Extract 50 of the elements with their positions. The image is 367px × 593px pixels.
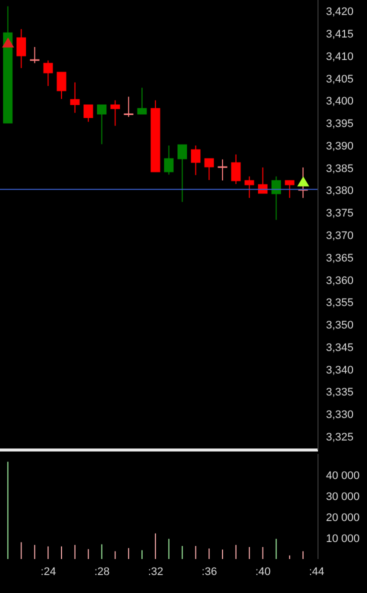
candlestick bbox=[70, 82, 80, 114]
y-tick-label: 3,355 bbox=[326, 297, 354, 310]
y-tick-label: 3,370 bbox=[326, 230, 354, 242]
x-tick-label: :32 bbox=[148, 566, 164, 578]
y-tick-label: 3,375 bbox=[326, 208, 354, 220]
candlestick bbox=[178, 144, 188, 202]
y-tick-label: 3,350 bbox=[326, 320, 354, 332]
candlestick bbox=[124, 96, 134, 118]
candlestick bbox=[190, 145, 200, 176]
candlestick bbox=[204, 158, 214, 180]
y-tick-label: 3,365 bbox=[326, 252, 354, 264]
x-tick-label: :44 bbox=[309, 566, 324, 578]
candlestick bbox=[16, 28, 26, 69]
y-tick-label: 20 000 bbox=[326, 512, 360, 524]
candlestick bbox=[164, 145, 174, 176]
x-tick-label: :36 bbox=[202, 566, 217, 578]
candlestick bbox=[271, 176, 281, 220]
y-tick-label: 3,340 bbox=[326, 364, 354, 376]
candlestick bbox=[56, 72, 66, 100]
candlestick bbox=[218, 158, 228, 181]
y-tick-label: 3,420 bbox=[326, 6, 354, 18]
candlestick bbox=[258, 166, 268, 194]
candlestick bbox=[43, 60, 53, 86]
candlestick bbox=[110, 100, 120, 126]
y-tick-label: 40 000 bbox=[326, 470, 360, 482]
candlestick bbox=[231, 154, 241, 185]
y-tick-label: 3,325 bbox=[326, 431, 354, 444]
candlestick bbox=[137, 87, 147, 115]
y-tick-label: 3,360 bbox=[326, 274, 354, 287]
y-tick-label: 3,395 bbox=[326, 118, 354, 130]
y-tick-label: 3,330 bbox=[326, 409, 354, 422]
y-tick-label: 3,415 bbox=[326, 28, 354, 40]
x-tick-label: :40 bbox=[255, 566, 271, 578]
y-tick-label: 3,345 bbox=[326, 342, 354, 354]
y-tick-label: 30 000 bbox=[326, 490, 360, 503]
candlestick bbox=[244, 176, 254, 198]
candlestick bbox=[284, 180, 294, 198]
x-tick-label: :24 bbox=[40, 566, 56, 578]
candlestick bbox=[30, 46, 40, 64]
y-tick-label: 3,410 bbox=[326, 50, 354, 63]
y-tick-label: 3,390 bbox=[326, 140, 354, 152]
y-tick-label: 3,380 bbox=[326, 185, 354, 198]
y-tick-label: 3,335 bbox=[326, 386, 354, 399]
y-tick-label: 3,400 bbox=[326, 96, 354, 108]
x-tick-label: :28 bbox=[94, 566, 110, 578]
candlestick bbox=[84, 104, 94, 122]
y-tick-label: 3,385 bbox=[326, 162, 354, 175]
y-tick-label: 3,405 bbox=[326, 73, 354, 86]
candlestick bbox=[97, 104, 107, 145]
y-tick-label: 10 000 bbox=[326, 532, 360, 545]
